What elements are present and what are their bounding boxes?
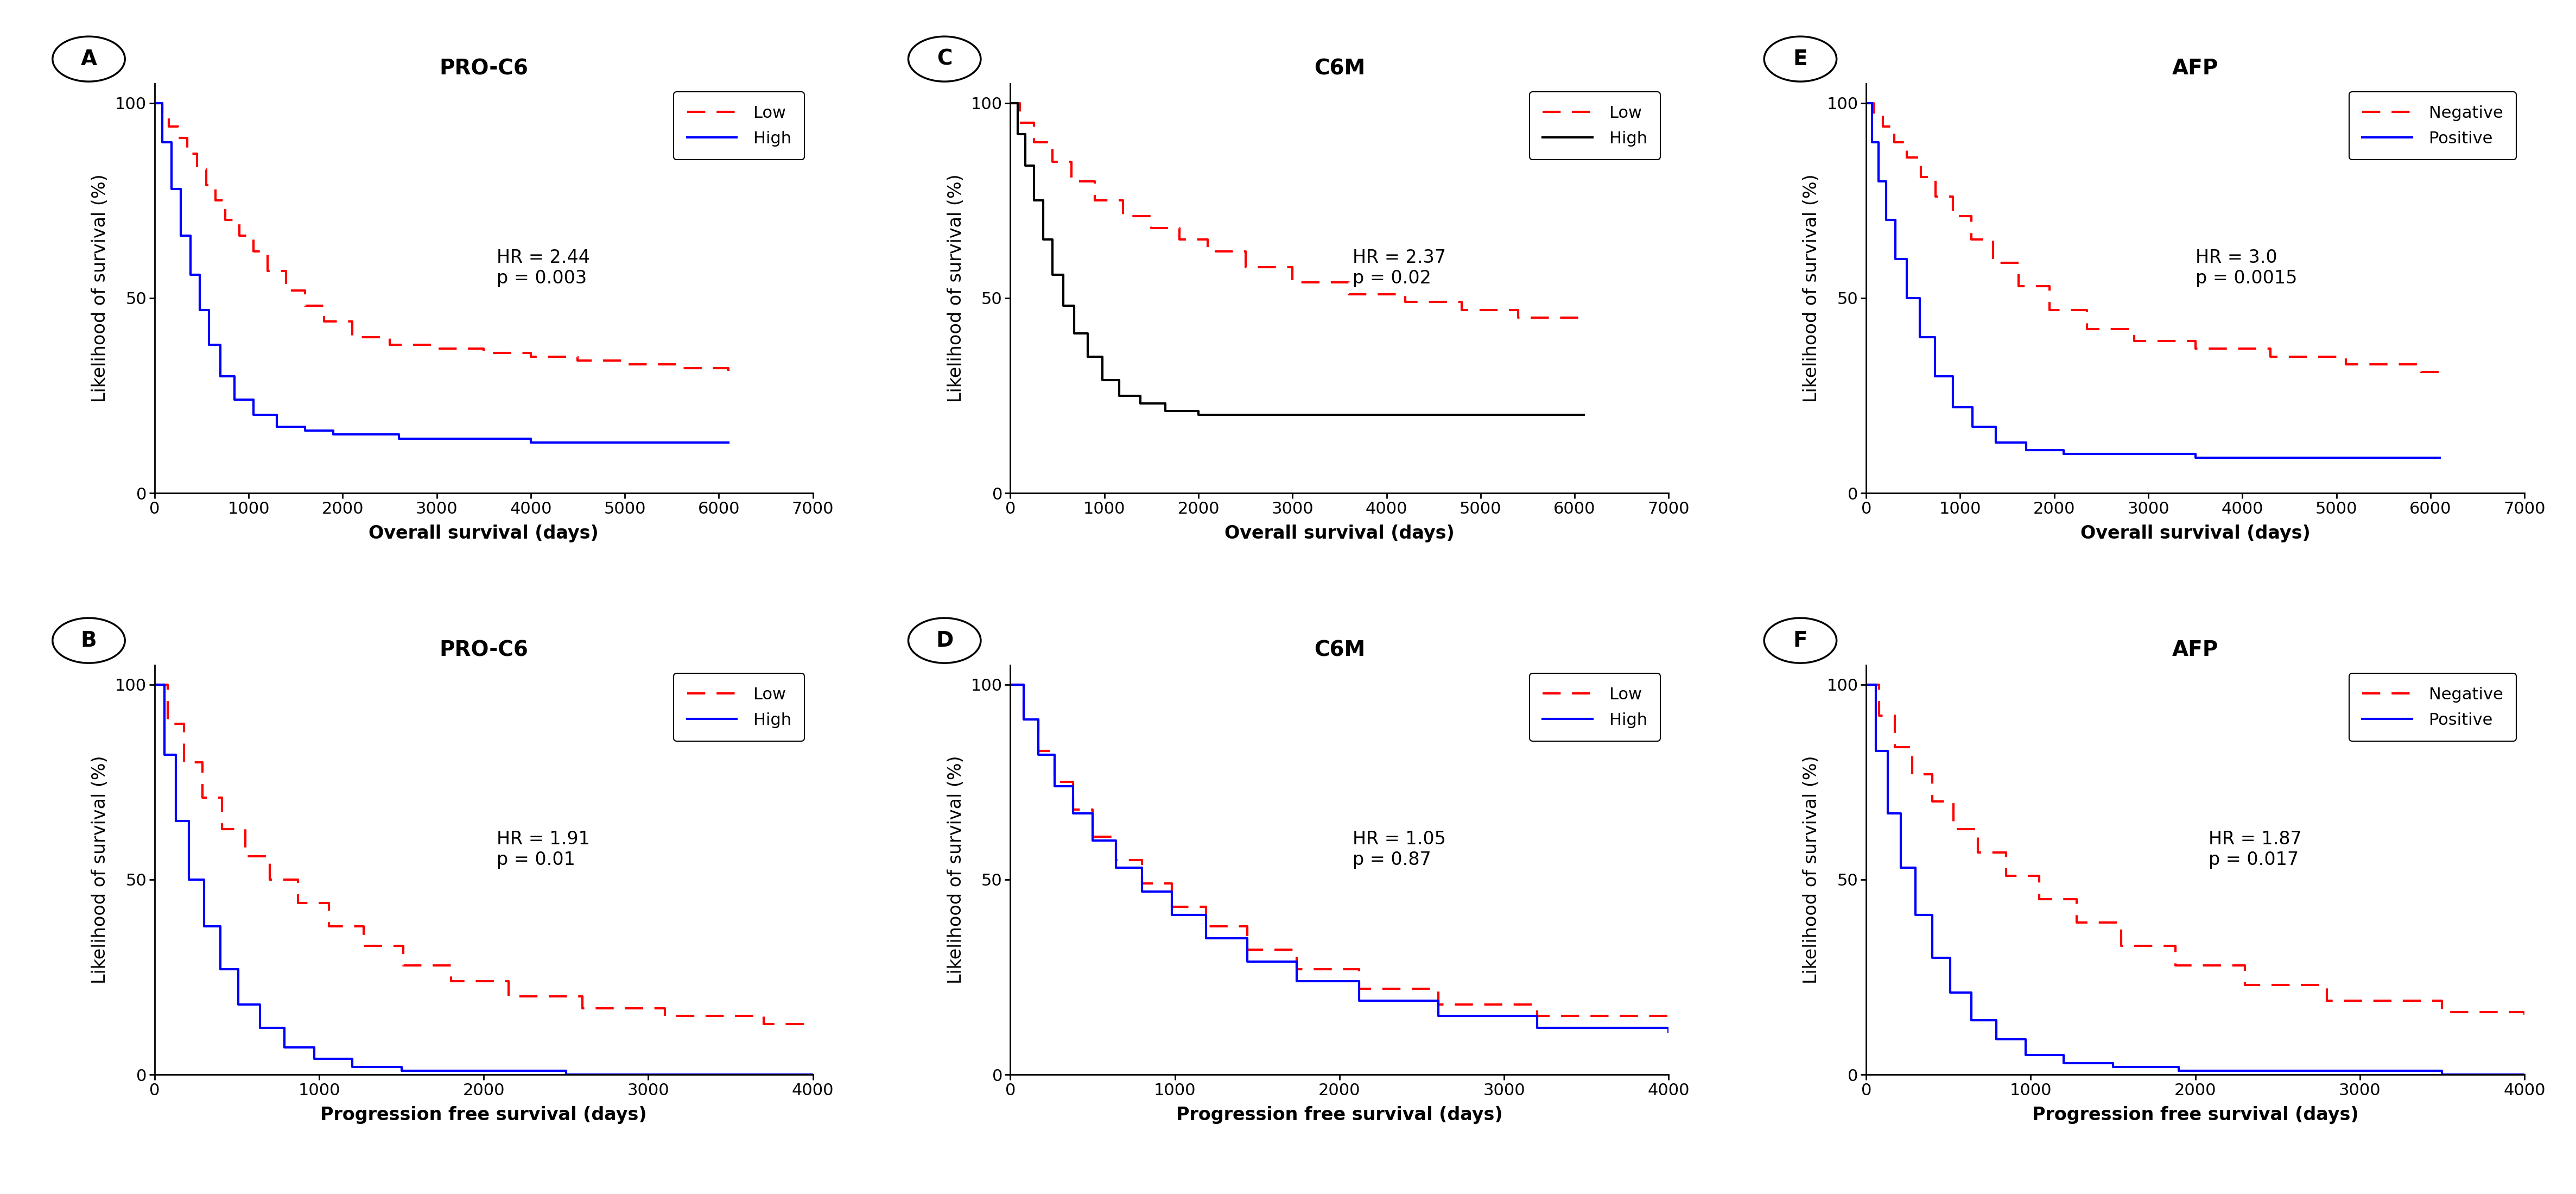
Legend: Negative, Positive: Negative, Positive xyxy=(2349,673,2517,741)
Text: A: A xyxy=(80,49,98,69)
X-axis label: Overall survival (days): Overall survival (days) xyxy=(2081,524,2311,542)
Y-axis label: Likelihood of survival (%): Likelihood of survival (%) xyxy=(1803,174,1821,402)
Y-axis label: Likelihood of survival (%): Likelihood of survival (%) xyxy=(948,174,966,402)
Text: HR = 1.05
p = 0.87: HR = 1.05 p = 0.87 xyxy=(1352,830,1445,869)
Y-axis label: Likelihood of survival (%): Likelihood of survival (%) xyxy=(90,756,108,984)
Text: HR = 1.87
p = 0.017: HR = 1.87 p = 0.017 xyxy=(2208,830,2303,869)
Title: PRO-C6: PRO-C6 xyxy=(440,640,528,660)
X-axis label: Progression free survival (days): Progression free survival (days) xyxy=(1177,1106,1502,1124)
Title: C6M: C6M xyxy=(1314,59,1365,79)
Legend: Negative, Positive: Negative, Positive xyxy=(2349,92,2517,160)
Text: HR = 1.91
p = 0.01: HR = 1.91 p = 0.01 xyxy=(497,830,590,869)
Text: HR = 3.0
p = 0.0015: HR = 3.0 p = 0.0015 xyxy=(2195,248,2298,288)
Title: AFP: AFP xyxy=(2172,640,2218,660)
Title: AFP: AFP xyxy=(2172,59,2218,79)
Title: C6M: C6M xyxy=(1314,640,1365,660)
Y-axis label: Likelihood of survival (%): Likelihood of survival (%) xyxy=(90,174,108,402)
Text: F: F xyxy=(1793,630,1808,651)
Legend: Low, High: Low, High xyxy=(1530,673,1662,741)
Text: B: B xyxy=(80,630,98,651)
X-axis label: Overall survival (days): Overall survival (days) xyxy=(368,524,598,542)
Text: HR = 2.44
p = 0.003: HR = 2.44 p = 0.003 xyxy=(497,248,590,288)
X-axis label: Progression free survival (days): Progression free survival (days) xyxy=(2032,1106,2360,1124)
X-axis label: Progression free survival (days): Progression free survival (days) xyxy=(319,1106,647,1124)
Legend: Low, High: Low, High xyxy=(675,92,804,160)
Legend: Low, High: Low, High xyxy=(675,673,804,741)
Text: D: D xyxy=(935,630,953,651)
Legend: Low, High: Low, High xyxy=(1530,92,1662,160)
Y-axis label: Likelihood of survival (%): Likelihood of survival (%) xyxy=(948,756,966,984)
Title: PRO-C6: PRO-C6 xyxy=(440,59,528,79)
Y-axis label: Likelihood of survival (%): Likelihood of survival (%) xyxy=(1803,756,1821,984)
Text: HR = 2.37
p = 0.02: HR = 2.37 p = 0.02 xyxy=(1352,248,1445,288)
Text: E: E xyxy=(1793,49,1808,69)
X-axis label: Overall survival (days): Overall survival (days) xyxy=(1224,524,1455,542)
Text: C: C xyxy=(938,49,953,69)
